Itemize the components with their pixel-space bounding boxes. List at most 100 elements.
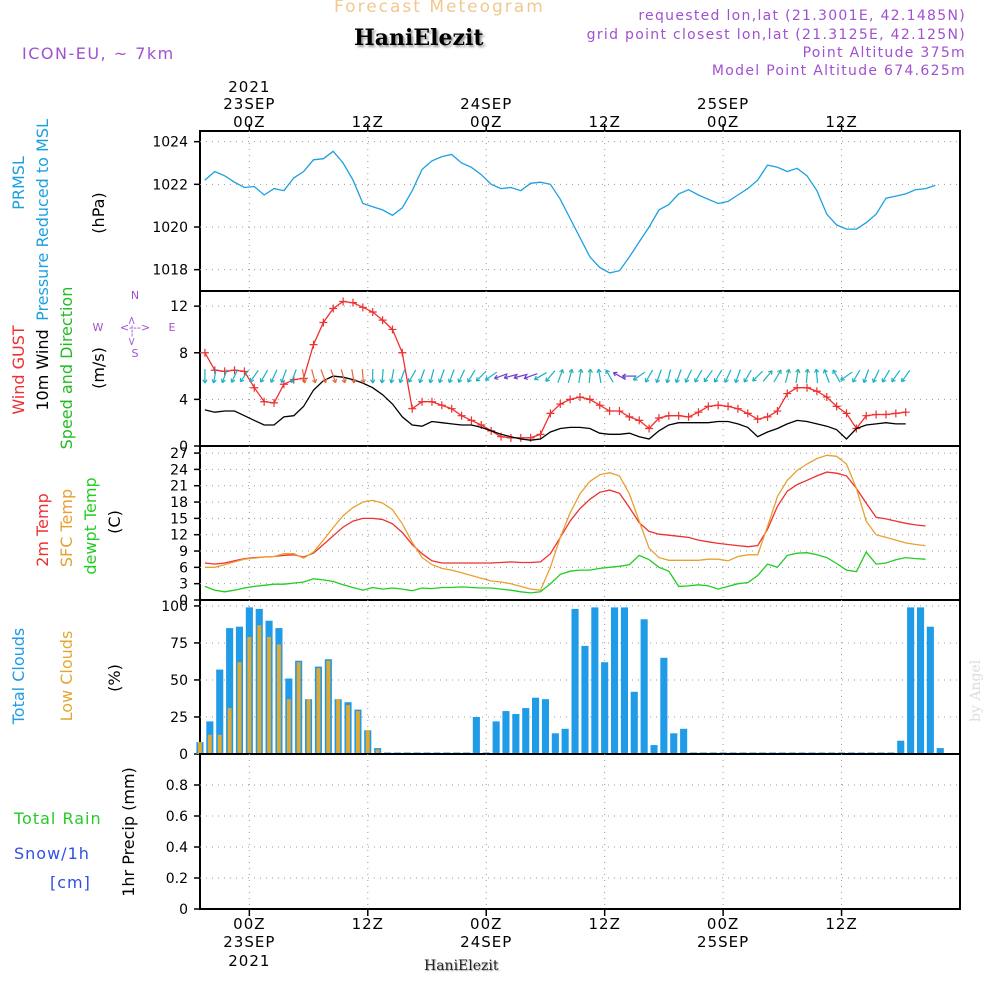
temperature-ytick-label: 3 [179, 577, 188, 593]
clouds-bar [296, 662, 301, 754]
gust-marker [793, 383, 802, 392]
temperature-ytick-label: 21 [170, 479, 188, 495]
wind-direction-arrow [280, 369, 287, 383]
wind-direction-arrowhead [795, 368, 801, 374]
wind-direction-arrow [419, 369, 426, 383]
temperature-ytick-label: 18 [170, 495, 188, 511]
wind-direction-arrow [823, 369, 830, 383]
clouds-bar [601, 662, 609, 754]
gust-marker [872, 410, 881, 419]
clouds-bar [316, 668, 321, 754]
pressure-ytick-label: 1018 [152, 263, 188, 279]
clouds-bar [375, 749, 380, 754]
gust-marker [812, 387, 821, 396]
wind-direction-arrow [290, 369, 297, 383]
temperature-series-line [204, 471, 926, 565]
top-time-label: 00Z [707, 113, 739, 131]
clouds-unit: (%) [105, 664, 124, 692]
compass-s-label: S [132, 347, 139, 360]
gust-marker [615, 407, 624, 416]
temp-label-sfc: SFC Temp [57, 489, 76, 567]
wind-direction-arrow [467, 369, 476, 383]
gridpoint-coords: grid point closest lon,lat (21.3125E, 42… [586, 27, 966, 43]
clouds-bar [306, 699, 311, 754]
wind-direction-arrow [429, 369, 435, 383]
clouds-bar [237, 662, 242, 754]
wind-direction-arrowhead [311, 378, 318, 384]
gust-marker [714, 401, 723, 410]
wind-direction-arrow [633, 371, 646, 381]
gust-marker [674, 411, 683, 420]
wind-direction-arrow [221, 369, 228, 383]
wind-direction-arrowhead [840, 376, 845, 381]
gust-marker [684, 412, 693, 421]
top-time-label: 00Z [233, 113, 265, 131]
gust-marker [605, 407, 614, 416]
temp-label-2m: 2m Temp [33, 493, 52, 567]
clouds-label-total: Total Clouds [9, 628, 28, 726]
gust-marker [842, 409, 851, 418]
wind-direction-arrow [231, 369, 239, 383]
gust-marker [576, 393, 584, 402]
wind-direction-arrow [743, 369, 752, 383]
temperature-ytick-label: 6 [179, 560, 188, 576]
clouds-bar [630, 691, 638, 754]
gust-marker [358, 303, 367, 312]
wind-direction-arrowhead [605, 369, 610, 375]
gust-marker [585, 395, 594, 404]
wind-direction-arrowhead [665, 378, 671, 384]
wind-direction-arrow [685, 369, 693, 383]
gust-marker [348, 298, 357, 307]
gust-marker [704, 402, 713, 411]
wind-label-direction: Speed and Direction [57, 287, 76, 450]
wind-direction-arrow [597, 369, 602, 384]
gust-marker [536, 430, 545, 439]
clouds-bar [257, 625, 262, 754]
wind-direction-arrowhead [655, 378, 661, 384]
wind-direction-arrow [475, 370, 487, 382]
top-time-label: 00Z [470, 113, 502, 131]
wind-direction-arrowhead [644, 378, 650, 383]
wind-direction-arrow [613, 372, 626, 381]
clouds-bar [346, 705, 350, 754]
wind-direction-arrowhead [301, 379, 307, 384]
location-title: HaniElezit [354, 25, 484, 51]
gust-marker [368, 307, 377, 316]
clouds-bar [198, 742, 202, 754]
wind-direction-arrow [340, 369, 346, 383]
clouds-bar [512, 714, 520, 754]
wind-direction-arrow [752, 370, 764, 382]
clouds-bar [336, 699, 341, 754]
clouds-bar [356, 711, 360, 754]
precip-panel-frame [199, 753, 961, 910]
wind-direction-arrowhead [768, 370, 773, 375]
model-name: ICON-EU, ~ 7km [22, 44, 175, 63]
clouds-bar [670, 733, 678, 754]
wind-direction-arrow [448, 369, 455, 383]
compass-e-label: E [169, 321, 176, 334]
bottom-date-label: 24SEP [460, 933, 512, 951]
wind-direction-arrowhead [239, 377, 245, 383]
pressure-label-line1: PRMSL [9, 156, 28, 210]
gust-marker [260, 397, 269, 406]
wind-direction-arrowhead [533, 375, 539, 381]
wind-direction-arrowhead [493, 374, 499, 380]
top-date-label: 25SEP [697, 95, 749, 113]
clouds-bar [286, 699, 291, 754]
wind-direction-arrow [881, 369, 890, 383]
gust-marker [329, 304, 338, 313]
clouds-bar [936, 748, 944, 754]
temperature-ytick-label: 9 [179, 544, 188, 560]
compass-arrows-h: <---> [120, 321, 150, 334]
model-altitude: Model Point Altitude 674.625m [711, 63, 966, 79]
wind-direction-arrowhead [723, 378, 729, 383]
wind-direction-arrowhead [389, 379, 395, 384]
clouds-bar [680, 728, 688, 754]
pressure-ytick-label: 1020 [152, 220, 188, 236]
precip-unit: 1hr Precip (mm) [119, 767, 138, 897]
gust-marker [309, 340, 318, 349]
clouds-bar [227, 708, 232, 754]
wind-direction-arrow [656, 369, 662, 383]
gust-marker [832, 402, 841, 411]
wind-direction-arrow [351, 369, 355, 384]
